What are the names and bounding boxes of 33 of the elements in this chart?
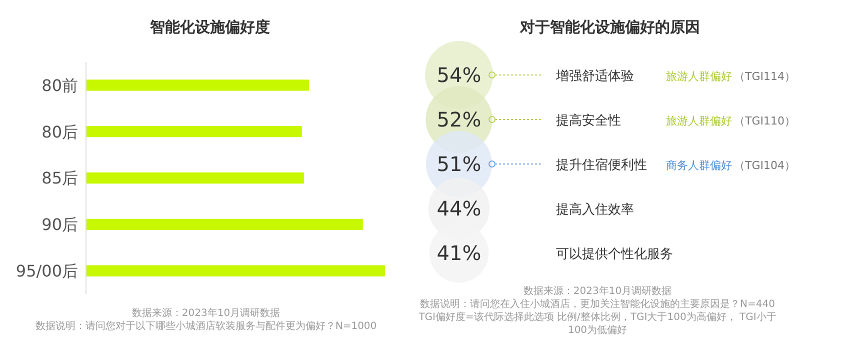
chart-title: 智能化设施偏好度 xyxy=(149,18,271,37)
category-label: 提高入住效率 xyxy=(556,202,634,218)
source-note: 数据来源：2023年10月调研数据 xyxy=(522,285,673,298)
text: 数据说明：请问您对于以下哪些小城酒店软装服务与配件更为偏好？N=1000 xyxy=(34,320,378,333)
bar xyxy=(86,80,310,91)
y-tick-label: 90后 xyxy=(42,215,78,234)
data-label: 44% xyxy=(436,196,482,220)
y-tick-label: 95/00后 xyxy=(16,261,78,280)
source-note: 数据来源：2023年10月调研数据 xyxy=(130,307,282,320)
text: 数据说明：请问您在入住小城酒店，更加关注智能化设施的主要原因是？N=440 xyxy=(419,298,776,311)
text: （TGI114） xyxy=(734,70,796,83)
category-label: 提高安全性 xyxy=(556,112,621,128)
y-tick-label: 80后 xyxy=(42,122,78,142)
bar xyxy=(86,172,304,184)
data-label: 52% xyxy=(436,108,482,132)
y-tick-label: 85后 xyxy=(42,168,78,188)
category-label: 提升住宿便利性 xyxy=(556,157,647,173)
text: （TGI104） xyxy=(734,159,796,172)
category-label: 可以提供个性化服务 xyxy=(556,247,673,262)
data-label: 41% xyxy=(436,241,482,265)
bar xyxy=(86,218,363,230)
data-label: 54% xyxy=(436,63,482,87)
text: 旅游人群偏好 xyxy=(666,114,732,128)
text: 对于智能化设施偏好的原因 xyxy=(518,18,701,37)
text: （TGI110） xyxy=(734,114,796,128)
text: 商务人群偏好 xyxy=(666,159,732,172)
bar xyxy=(86,265,385,276)
category-label: 增强舒适体验 xyxy=(555,69,634,84)
text: 旅游人群偏好 xyxy=(666,70,732,83)
bar xyxy=(86,126,302,138)
y-tick-label: 80前 xyxy=(42,76,78,95)
text: TGI偏好度=该代际选择此选项 比例/整体比例，TGI大于100为高偏好， TGI小于100为低偏好 xyxy=(418,311,778,337)
data-label: 51% xyxy=(436,152,482,176)
